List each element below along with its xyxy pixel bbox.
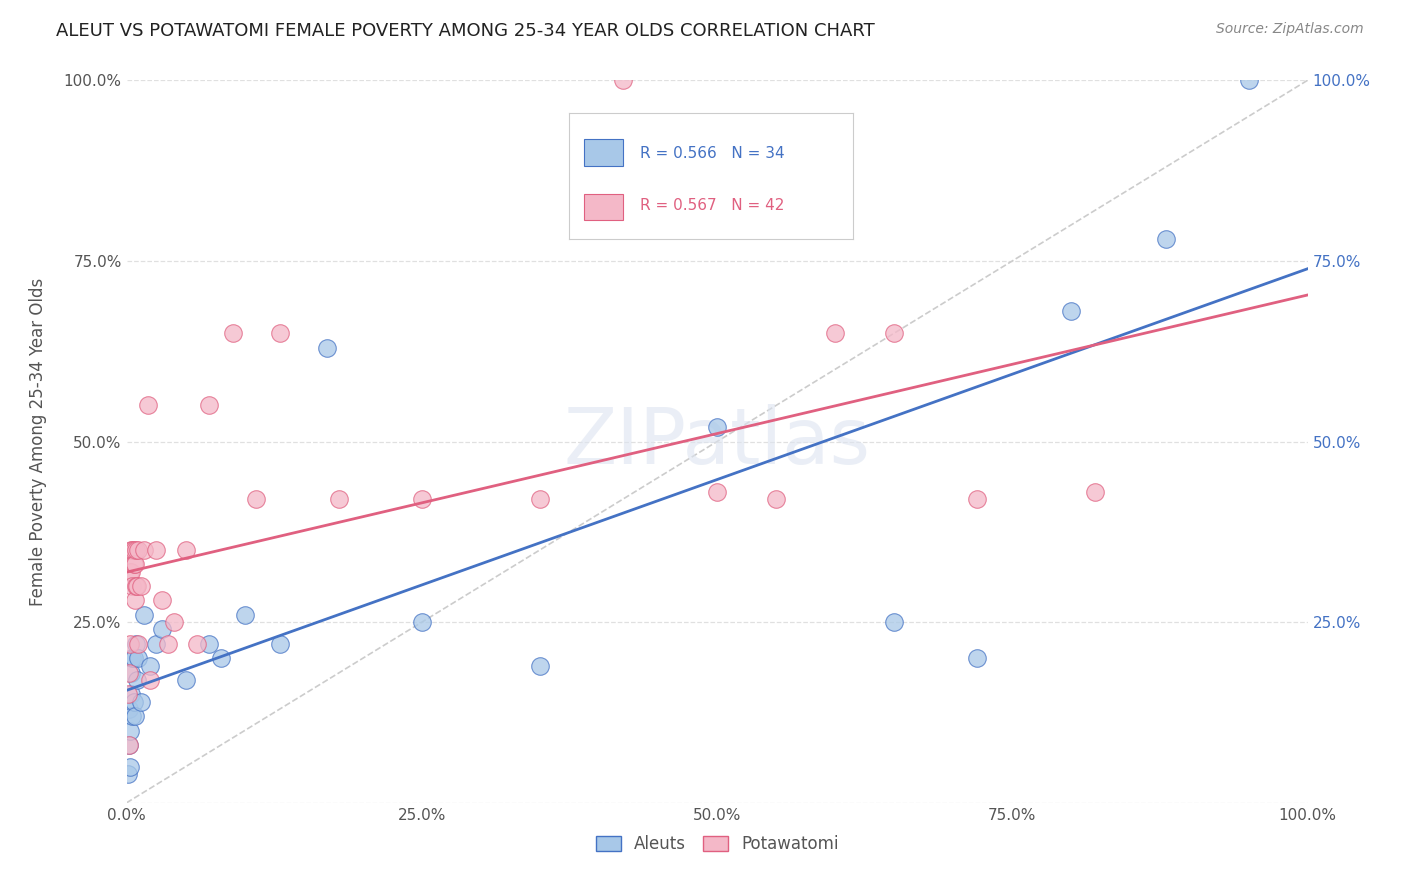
Text: Source: ZipAtlas.com: Source: ZipAtlas.com [1216, 22, 1364, 37]
Point [824, 326, 846, 340]
Point [121, 579, 143, 593]
Point [269, 326, 291, 340]
Point [1154, 232, 1177, 246]
Point [198, 637, 221, 651]
Point [612, 73, 634, 87]
Point [120, 565, 142, 579]
Point [529, 658, 551, 673]
Point [156, 637, 179, 651]
Point [966, 651, 988, 665]
Point [122, 695, 145, 709]
Point [1060, 304, 1083, 318]
Legend: Aleuts, Potawatomi: Aleuts, Potawatomi [589, 828, 845, 860]
Point [145, 637, 167, 651]
Point [120, 665, 142, 680]
Point [121, 542, 143, 557]
Point [163, 615, 186, 630]
Point [124, 593, 146, 607]
Point [316, 341, 339, 355]
Point [117, 687, 139, 701]
Point [122, 542, 145, 557]
Point [117, 767, 139, 781]
Point [150, 623, 173, 637]
Point [127, 651, 149, 665]
Point [120, 723, 142, 738]
Point [118, 738, 141, 752]
Point [120, 565, 142, 579]
Point [1237, 73, 1260, 87]
Point [127, 673, 149, 687]
Point [269, 637, 291, 651]
Point [150, 593, 173, 607]
Point [124, 558, 146, 572]
Point [209, 651, 232, 665]
Point [706, 420, 728, 434]
Point [122, 651, 145, 665]
Point [118, 702, 141, 716]
Point [121, 709, 143, 723]
Point [127, 637, 149, 651]
Point [125, 637, 148, 651]
Point [120, 687, 142, 701]
Point [139, 658, 162, 673]
Point [765, 492, 787, 507]
Point [328, 492, 350, 507]
Point [186, 637, 208, 651]
Point [120, 637, 142, 651]
Point [127, 542, 149, 557]
Point [883, 326, 905, 340]
Text: ALEUT VS POTAWATOMI FEMALE POVERTY AMONG 25-34 YEAR OLDS CORRELATION CHART: ALEUT VS POTAWATOMI FEMALE POVERTY AMONG… [56, 22, 875, 40]
Point [129, 579, 152, 593]
Point [127, 579, 149, 593]
Point [125, 579, 148, 593]
Point [118, 665, 141, 680]
Point [883, 615, 905, 630]
Y-axis label: Female Poverty Among 25-34 Year Olds: Female Poverty Among 25-34 Year Olds [30, 277, 46, 606]
Point [245, 492, 267, 507]
Point [145, 542, 167, 557]
Point [529, 492, 551, 507]
Point [174, 542, 197, 557]
Point [1084, 485, 1107, 500]
Point [233, 607, 256, 622]
Point [125, 542, 148, 557]
Point [129, 695, 152, 709]
Point [222, 326, 245, 340]
Point [118, 738, 141, 752]
Point [139, 673, 162, 687]
Point [134, 607, 156, 622]
Point [966, 492, 988, 507]
Text: ZIPatlas: ZIPatlas [564, 403, 870, 480]
Point [174, 673, 197, 687]
Point [122, 558, 145, 572]
Point [411, 615, 433, 630]
Point [124, 709, 146, 723]
Point [411, 492, 433, 507]
Point [134, 542, 156, 557]
Point [198, 398, 221, 412]
Point [136, 398, 159, 412]
Point [121, 651, 143, 665]
Point [120, 760, 142, 774]
Point [120, 542, 142, 557]
Point [706, 485, 728, 500]
